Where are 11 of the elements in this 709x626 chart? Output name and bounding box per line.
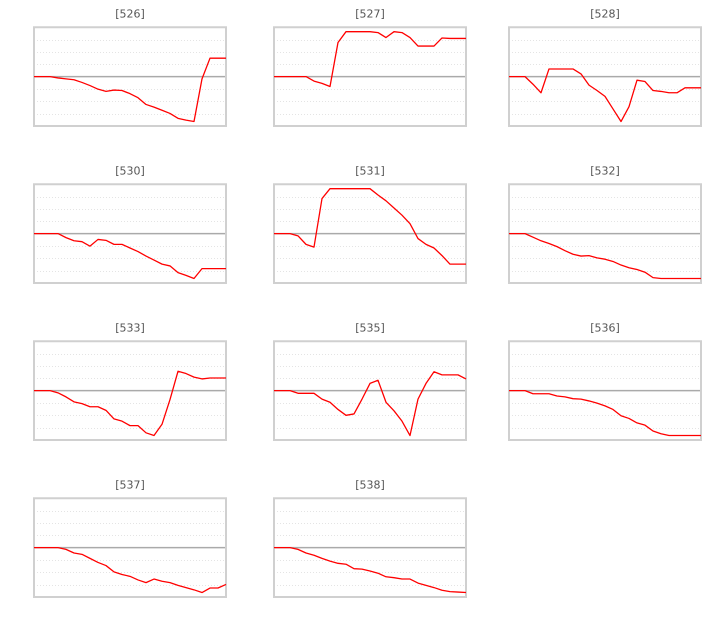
chart-title: [531]: [355, 164, 385, 178]
chart-title: [527]: [355, 7, 385, 20]
chart-title: [532]: [590, 164, 620, 178]
chart-title: [526]: [115, 7, 145, 20]
chart-title: [530]: [115, 164, 145, 178]
chart-title: [538]: [355, 478, 385, 492]
chart-title: [528]: [590, 7, 620, 20]
chart-title: [537]: [115, 478, 145, 492]
chart-title: [536]: [590, 321, 620, 334]
chart-title: [533]: [115, 321, 145, 334]
chart-title: [535]: [355, 321, 385, 334]
